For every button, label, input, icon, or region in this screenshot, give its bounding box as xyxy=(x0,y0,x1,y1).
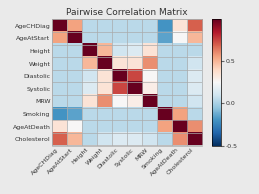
Title: Pairwise Correlation Matrix: Pairwise Correlation Matrix xyxy=(66,8,188,17)
